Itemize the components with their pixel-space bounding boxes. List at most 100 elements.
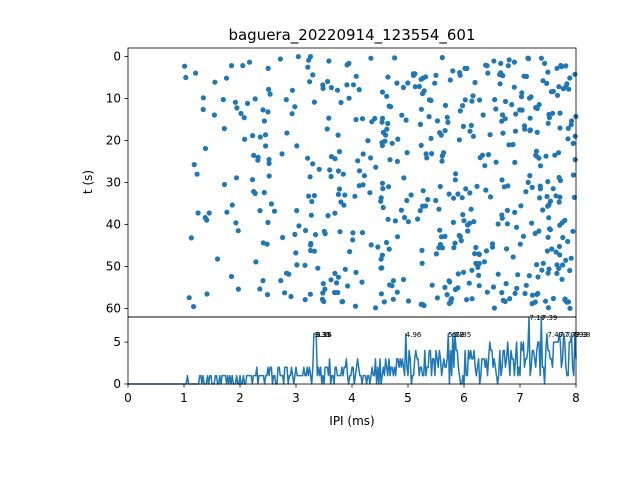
- raster-point: [510, 141, 516, 148]
- raster-point: [379, 89, 386, 95]
- raster-point: [463, 186, 469, 192]
- raster-point: [392, 55, 398, 61]
- raster-point: [311, 99, 317, 105]
- raster-point: [546, 115, 553, 121]
- raster-point: [280, 234, 286, 241]
- raster-point: [353, 117, 359, 123]
- raster-point: [380, 204, 386, 211]
- raster-point: [183, 74, 189, 81]
- raster-point: [315, 265, 321, 271]
- raster-point: [529, 292, 536, 298]
- raster-point: [563, 257, 569, 263]
- raster-point: [546, 215, 552, 221]
- raster-point: [322, 286, 328, 292]
- raster-point: [499, 177, 505, 183]
- raster-point: [401, 175, 407, 181]
- raster-point: [447, 77, 453, 83]
- raster-point: [526, 273, 532, 279]
- raster-point: [544, 193, 550, 200]
- raster-point: [372, 115, 378, 122]
- raster-point: [271, 208, 278, 214]
- raster-point: [429, 282, 435, 288]
- raster-point: [521, 73, 527, 79]
- raster-point: [288, 293, 294, 300]
- raster-point: [485, 70, 491, 76]
- raster-point: [325, 213, 331, 219]
- raster-point: [367, 190, 373, 196]
- raster-point: [195, 210, 201, 216]
- raster-point: [347, 249, 353, 255]
- raster-point: [305, 64, 311, 70]
- raster-point: [266, 156, 272, 163]
- raster-point: [294, 143, 300, 149]
- raster-point: [453, 171, 459, 177]
- raster-point: [419, 91, 426, 97]
- raster-point: [419, 247, 425, 253]
- raster-point: [469, 296, 475, 302]
- raster-point: [546, 266, 552, 272]
- histogram-x-tick-label: 2: [236, 391, 244, 405]
- raster-point: [470, 93, 476, 99]
- raster-point: [182, 63, 188, 69]
- raster-point: [361, 173, 367, 179]
- raster-point: [350, 237, 356, 243]
- raster-point: [568, 255, 574, 261]
- raster-point: [278, 278, 284, 284]
- raster-point: [450, 219, 456, 225]
- raster-point: [223, 75, 230, 81]
- raster-point: [191, 304, 197, 310]
- raster-point: [403, 117, 409, 123]
- raster-point: [311, 248, 317, 254]
- raster-point: [379, 265, 385, 271]
- raster-point: [302, 262, 308, 268]
- raster-point: [436, 206, 442, 212]
- raster-point: [556, 150, 562, 156]
- raster-point: [439, 245, 446, 251]
- raster-point: [500, 130, 506, 136]
- raster-point: [320, 82, 326, 88]
- raster-point: [539, 267, 545, 273]
- raster-point: [221, 181, 228, 188]
- raster-point: [206, 210, 212, 216]
- raster-point: [373, 164, 379, 170]
- raster-point: [568, 122, 574, 128]
- raster-point: [432, 80, 438, 86]
- raster-point: [537, 163, 544, 169]
- raster-point: [368, 55, 374, 61]
- raster-point: [386, 103, 392, 109]
- raster-point: [434, 118, 441, 124]
- raster-point: [526, 56, 532, 62]
- raster-point: [466, 280, 472, 286]
- histogram-x-tick-label: 5: [404, 391, 412, 405]
- raster-point: [520, 233, 527, 239]
- raster-point: [246, 59, 253, 65]
- raster-point: [324, 126, 330, 132]
- raster-point: [289, 111, 295, 117]
- raster-point: [221, 126, 227, 132]
- raster-point: [437, 183, 443, 190]
- raster-point: [385, 74, 391, 80]
- raster-y-tick-label: 50: [106, 260, 121, 274]
- raster-point: [470, 133, 476, 139]
- histogram-series-line: [128, 316, 577, 385]
- raster-point: [404, 150, 410, 156]
- raster-point: [475, 264, 481, 270]
- raster-point: [251, 152, 257, 158]
- raster-point: [405, 219, 411, 225]
- raster-point: [338, 99, 344, 106]
- raster-point: [556, 84, 562, 90]
- raster-point: [498, 60, 504, 66]
- peak-label: 4.96: [406, 331, 422, 339]
- raster-point: [263, 143, 269, 149]
- raster-point: [550, 295, 557, 302]
- raster-point: [220, 97, 226, 103]
- raster-point: [262, 132, 269, 138]
- raster-point: [211, 112, 217, 118]
- raster-point: [321, 228, 327, 234]
- raster-point: [394, 234, 401, 240]
- raster-point: [442, 102, 449, 108]
- raster-point: [328, 277, 334, 283]
- raster-y-tick-label: 0: [113, 49, 121, 63]
- x-axis-label: IPI (ms): [329, 414, 374, 428]
- raster-point: [529, 184, 535, 190]
